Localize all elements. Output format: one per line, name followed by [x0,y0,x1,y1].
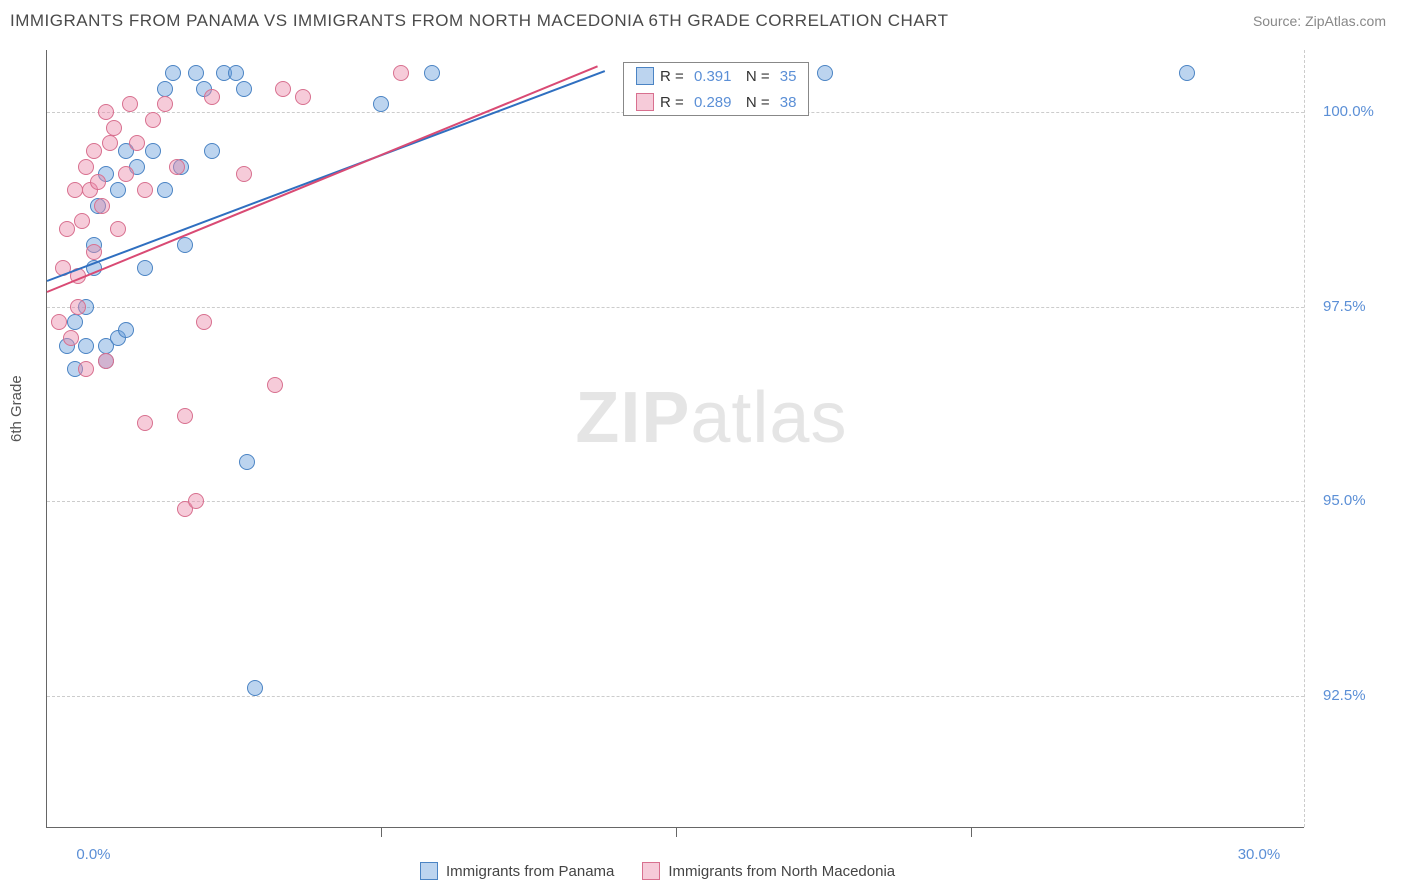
stats-row: R = 0.391 N = 35 [624,63,808,89]
stats-n-label: N = [737,68,773,85]
grid-line-y [47,696,1304,697]
legend-label: Immigrants from Panama [446,863,614,880]
scatter-point [129,135,145,151]
scatter-point [267,377,283,393]
x-tick-label: 0.0% [76,846,110,863]
chart-title: IMMIGRANTS FROM PANAMA VS IMMIGRANTS FRO… [10,11,949,31]
legend-swatch [420,862,438,880]
scatter-point [110,182,126,198]
legend-bottom: Immigrants from Panama Immigrants from No… [420,862,895,880]
scatter-point [86,244,102,260]
scatter-point [239,454,255,470]
x-tick-mark [381,827,382,837]
scatter-point [98,104,114,120]
scatter-point [188,493,204,509]
scatter-point [169,159,185,175]
stats-r-value: 0.391 [694,68,732,85]
grid-line-y [47,501,1304,502]
scatter-point [59,221,75,237]
y-tick-label: 100.0% [1323,103,1374,120]
scatter-point [145,112,161,128]
stats-r-value: 0.289 [694,94,732,111]
scatter-point [817,65,833,81]
y-tick-label: 92.5% [1323,687,1366,704]
scatter-point [165,65,181,81]
stats-r-label: R = [660,68,688,85]
stats-n-value: 38 [780,94,797,111]
scatter-point [67,314,83,330]
scatter-point [74,213,90,229]
scatter-point [122,96,138,112]
stats-n-value: 35 [780,68,797,85]
stats-r-label: R = [660,94,688,111]
scatter-point [157,96,173,112]
scatter-point [236,81,252,97]
scatter-point [78,361,94,377]
scatter-point [137,182,153,198]
scatter-point [118,322,134,338]
scatter-point [424,65,440,81]
scatter-point [137,415,153,431]
scatter-point [78,159,94,175]
scatter-point [98,353,114,369]
stats-legend-box: R = 0.391 N = 35R = 0.289 N = 38 [623,62,809,116]
scatter-point [275,81,291,97]
scatter-point [90,174,106,190]
scatter-point [204,89,220,105]
grid-line-y [47,307,1304,308]
x-tick-label: 30.0% [1238,846,1281,863]
scatter-point [94,198,110,214]
scatter-point [295,89,311,105]
scatter-point [86,143,102,159]
scatter-point [228,65,244,81]
source-label: Source: [1253,13,1305,29]
scatter-point [236,166,252,182]
x-tick-mark [676,827,677,837]
plot-region: ZIPatlas 92.5%95.0%97.5%100.0%0.0%30.0%R… [46,50,1304,828]
scatter-point [1179,65,1195,81]
scatter-point [145,143,161,159]
scatter-point [110,221,126,237]
scatter-point [51,314,67,330]
legend-label: Immigrants from North Macedonia [668,863,895,880]
scatter-point [373,96,389,112]
scatter-point [106,120,122,136]
scatter-point [157,182,173,198]
scatter-point [102,135,118,151]
stats-row: R = 0.289 N = 38 [624,89,808,115]
scatter-point [188,65,204,81]
scatter-point [196,314,212,330]
source-attribution: Source: ZipAtlas.com [1253,13,1386,29]
grid-line-x [1304,50,1305,827]
y-tick-label: 95.0% [1323,492,1366,509]
scatter-point [247,680,263,696]
scatter-point [393,65,409,81]
legend-swatch [642,862,660,880]
y-axis-label: 6th Grade [8,375,25,442]
scatter-point [204,143,220,159]
scatter-point [78,338,94,354]
stats-n-label: N = [737,94,773,111]
y-tick-label: 97.5% [1323,298,1366,315]
x-tick-mark [971,827,972,837]
series-swatch [636,93,654,111]
legend-item: Immigrants from Panama [420,862,614,880]
series-swatch [636,67,654,85]
chart-area: 6th Grade ZIPatlas 92.5%95.0%97.5%100.0%… [0,42,1406,892]
scatter-point [177,408,193,424]
scatter-point [118,166,134,182]
scatter-point [157,81,173,97]
scatter-point [70,299,86,315]
watermark: ZIPatlas [575,377,847,459]
scatter-point [67,182,83,198]
scatter-point [63,330,79,346]
legend-item: Immigrants from North Macedonia [642,862,895,880]
scatter-point [137,260,153,276]
source-value: ZipAtlas.com [1305,13,1386,29]
